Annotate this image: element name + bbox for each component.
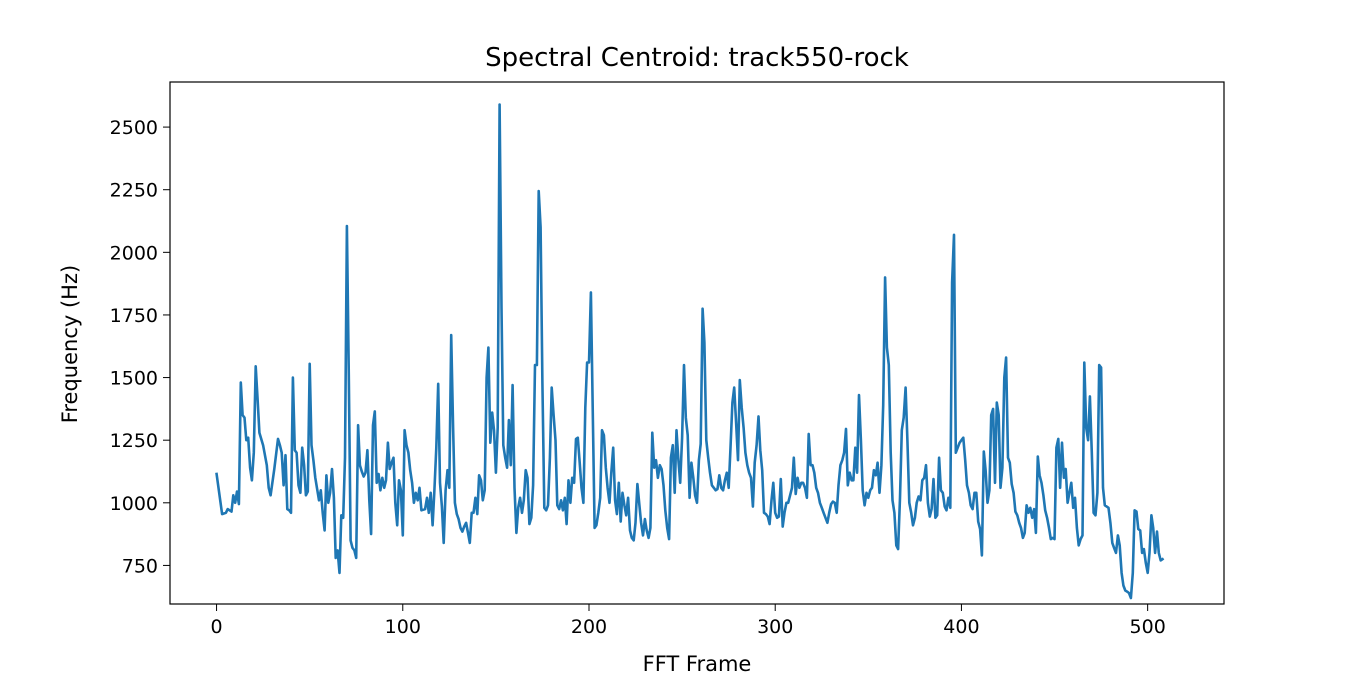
x-tick-label: 100	[385, 616, 421, 638]
y-tick-label: 750	[122, 555, 158, 577]
data-series	[215, 103, 1165, 600]
chart-title: Spectral Centroid: track550-rock	[485, 43, 909, 73]
y-tick-label: 2250	[110, 180, 158, 202]
y-tick-label: 1500	[110, 368, 158, 390]
x-tick-label: 0	[211, 616, 223, 638]
y-tick-label: 2500	[110, 117, 158, 139]
y-tick-label: 1000	[110, 493, 158, 515]
x-axis-label: FFT Frame	[643, 652, 752, 676]
y-tick-label: 1750	[110, 305, 158, 327]
y-tick-label: 2000	[110, 242, 158, 264]
axis-ticks: 0 100 200 300 400 500 750 1000 1250 1500 1750 2000 2…	[110, 117, 1166, 638]
series-line	[215, 103, 1165, 600]
x-tick-label: 300	[757, 616, 793, 638]
plot-area-frame	[169, 81, 1225, 605]
x-tick-label: 400	[943, 616, 979, 638]
y-tick-label: 1250	[110, 430, 158, 452]
x-tick-label: 500	[1130, 616, 1166, 638]
y-axis-label: Frequency (Hz)	[58, 265, 82, 423]
x-tick-label: 200	[571, 616, 607, 638]
